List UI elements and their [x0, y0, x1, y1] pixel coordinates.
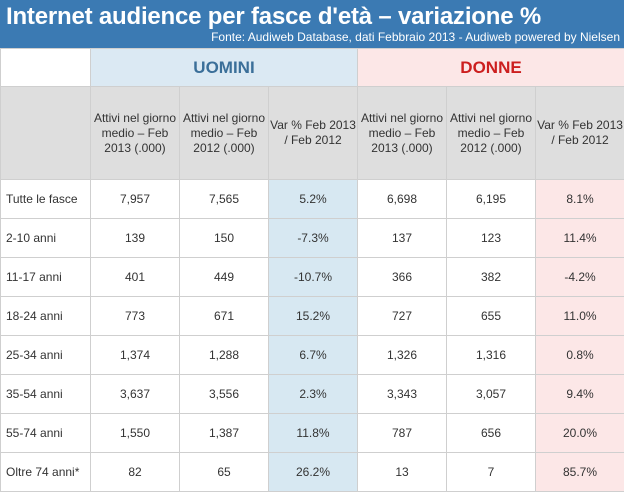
cell-men-feb2013: 139 [90, 218, 180, 258]
cell-women-var: 0.8% [534, 335, 624, 375]
header-women-feb2012: Attivi nel giorno medio – Feb 2012 (.000… [446, 86, 536, 180]
cell-men-var: 2.3% [268, 374, 358, 414]
table-row: Oltre 74 anni* 82 65 26.2% 13 7 85.7% [0, 452, 624, 492]
cell-women-feb2013: 13 [357, 452, 447, 492]
row-label: 55-74 anni [0, 413, 91, 453]
table-row: 55-74 anni 1,550 1,387 11.8% 787 656 20.0% [0, 413, 624, 453]
cell-women-feb2013: 6,698 [357, 179, 447, 219]
cell-women-feb2013: 3,343 [357, 374, 447, 414]
cell-men-feb2013: 3,637 [90, 374, 180, 414]
table-row: 25-34 anni 1,374 1,288 6.7% 1,326 1,316 0.8% [0, 335, 624, 375]
cell-women-feb2013: 1,326 [357, 335, 447, 375]
cell-women-var: 85.7% [534, 452, 624, 492]
cell-men-feb2012: 7,565 [179, 179, 269, 219]
header-men-var-text: Var % Feb 2013 / Feb 2012 [270, 118, 356, 147]
cell-women-feb2012: 6,195 [446, 179, 536, 219]
cell-women-feb2013: 137 [357, 218, 447, 258]
row-label: Tutte le fasce [0, 179, 91, 219]
header-women-feb2013: Attivi nel giorno medio – Feb 2013 (.000… [357, 86, 447, 180]
row-label: 11-17 anni [0, 257, 91, 297]
row-label: 35-54 anni [0, 374, 91, 414]
group-header-uomini: UOMINI [90, 48, 358, 87]
table-row: 11-17 anni 401 449 -10.7% 366 382 -4.2% [0, 257, 624, 297]
column-header-row: Attivi nel giorno medio – Feb 2013 (.000… [0, 86, 624, 180]
cell-men-var: -10.7% [268, 257, 358, 297]
table-row: 2-10 anni 139 150 -7.3% 137 123 11.4% [0, 218, 624, 258]
header-men-feb2012: Attivi nel giorno medio – Feb 2012 (.000… [179, 86, 269, 180]
table-row: 18-24 anni 773 671 15.2% 727 655 11.0% [0, 296, 624, 336]
cell-women-feb2013: 727 [357, 296, 447, 336]
header-women-var: Var % Feb 2013 / Feb 2012 [534, 86, 624, 180]
cell-men-var: -7.3% [268, 218, 358, 258]
cell-women-var: 9.4% [534, 374, 624, 414]
cell-women-feb2012: 3,057 [446, 374, 536, 414]
title-banner: Internet audience per fasce d'età – vari… [0, 0, 624, 48]
cell-men-var: 15.2% [268, 296, 358, 336]
header-men-feb2012-text: Attivi nel giorno medio – Feb 2012 (.000… [182, 110, 266, 155]
table-row: 35-54 anni 3,637 3,556 2.3% 3,343 3,057 9.4% [0, 374, 624, 414]
table-row: Tutte le fasce 7,957 7,565 5.2% 6,698 6,195 8.… [0, 179, 624, 219]
header-women-feb2012-text: Attivi nel giorno medio – Feb 2012 (.000… [449, 110, 533, 155]
cell-men-feb2012: 449 [179, 257, 269, 297]
cell-women-feb2012: 1,316 [446, 335, 536, 375]
cell-women-feb2012: 123 [446, 218, 536, 258]
chart-subtitle: Fonte: Audiweb Database, dati Febbraio 2… [211, 30, 620, 44]
cell-men-feb2013: 773 [90, 296, 180, 336]
cell-men-feb2013: 82 [90, 452, 180, 492]
cell-men-feb2013: 1,374 [90, 335, 180, 375]
table-body: Tutte le fasce 7,957 7,565 5.2% 6,698 6,195 8.… [0, 179, 624, 492]
cell-women-var: -4.2% [534, 257, 624, 297]
header-men-feb2013-text: Attivi nel giorno medio – Feb 2013 (.000… [93, 110, 177, 155]
cell-women-feb2012: 655 [446, 296, 536, 336]
cell-men-feb2012: 1,288 [179, 335, 269, 375]
cell-women-var: 20.0% [534, 413, 624, 453]
header-women-feb2013-text: Attivi nel giorno medio – Feb 2013 (.000… [360, 110, 444, 155]
cell-men-var: 6.7% [268, 335, 358, 375]
cell-women-var: 11.4% [534, 218, 624, 258]
cell-men-feb2013: 1,550 [90, 413, 180, 453]
group-header-row: UOMINI DONNE [0, 48, 624, 87]
header-women-var-text: Var % Feb 2013 / Feb 2012 [537, 118, 623, 147]
chart-title: Internet audience per fasce d'età – vari… [6, 3, 541, 30]
row-label: 2-10 anni [0, 218, 91, 258]
row-label-header [0, 86, 91, 180]
cell-men-var: 5.2% [268, 179, 358, 219]
cell-men-feb2012: 3,556 [179, 374, 269, 414]
audience-table: UOMINI DONNE Attivi nel giorno medio – F… [0, 48, 624, 492]
cell-women-feb2012: 656 [446, 413, 536, 453]
row-label: 18-24 anni [0, 296, 91, 336]
row-label: Oltre 74 anni* [0, 452, 91, 492]
cell-men-feb2012: 65 [179, 452, 269, 492]
cell-women-var: 8.1% [534, 179, 624, 219]
cell-men-feb2013: 7,957 [90, 179, 180, 219]
group-header-donne: DONNE [356, 48, 624, 87]
cell-men-var: 26.2% [268, 452, 358, 492]
cell-women-feb2013: 366 [357, 257, 447, 297]
cell-men-feb2012: 671 [179, 296, 269, 336]
cell-women-feb2013: 787 [357, 413, 447, 453]
cell-women-var: 11.0% [534, 296, 624, 336]
cell-men-var: 11.8% [268, 413, 358, 453]
cell-men-feb2013: 401 [90, 257, 180, 297]
row-label: 25-34 anni [0, 335, 91, 375]
header-men-feb2013: Attivi nel giorno medio – Feb 2013 (.000… [90, 86, 180, 180]
cell-men-feb2012: 150 [179, 218, 269, 258]
cell-men-feb2012: 1,387 [179, 413, 269, 453]
corner-cell [0, 48, 91, 87]
cell-women-feb2012: 382 [446, 257, 536, 297]
cell-women-feb2012: 7 [446, 452, 536, 492]
header-men-var: Var % Feb 2013 / Feb 2012 [268, 86, 358, 180]
